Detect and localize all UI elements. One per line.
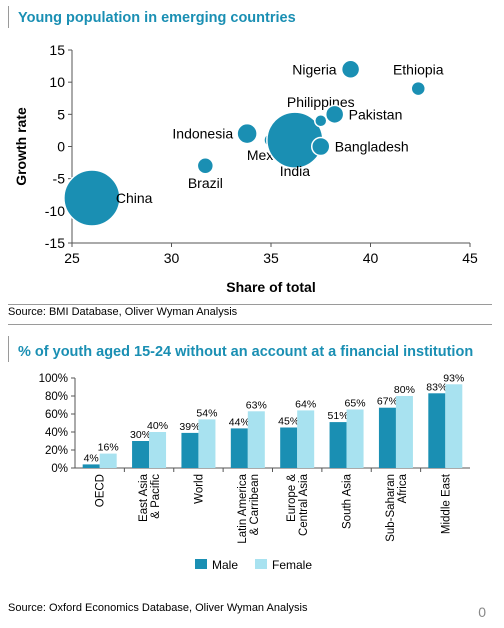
category-label-europe-central-asia: Europe & [286,474,298,522]
bubble-ethiopia [410,80,427,97]
category-label-east-asia-pacific: East Asia [138,473,150,522]
bar-value-label: 40% [147,420,168,432]
chart2-top-rule [8,324,492,325]
y-axis-title: Growth rate [13,107,29,186]
bubble-bangladesh [311,136,331,157]
chart1-source-rule [8,304,492,305]
bar-female-world [198,419,216,468]
category-label-sub-saharan-africa: Sub-Saharan [385,474,397,542]
x-tick-label: 25 [64,250,80,266]
bubble-label-ethiopia: Ethiopia [393,62,444,78]
chart2-title: % of youth aged 15-24 without an account… [18,344,474,360]
bar-female-sub-saharan-africa [395,396,413,468]
x-tick-label: 45 [462,250,478,266]
bar-male-oecd [82,464,100,468]
bar-value-label: 93% [443,372,464,384]
legend-swatch-male [195,559,207,569]
y-tick-label: 100% [39,373,68,385]
x-tick-label: 40 [363,250,379,266]
y-tick-label: -5 [53,171,66,187]
category-label-latin-america-carribean: Latin America [237,473,249,543]
bar-value-label: 67% [377,396,398,408]
category-label-middle-east: Middle East [440,473,452,534]
y-tick-label: 60% [45,409,68,421]
bar-value-label: 80% [394,384,415,396]
x-tick-label: 35 [263,250,279,266]
y-tick-label: -15 [45,235,65,251]
category-label-latin-america-carribean: & Carribean [249,474,261,535]
bar-female-europe-central-asia [297,410,315,468]
bubble-label-pakistan: Pakistan [349,106,403,122]
bar-male-east-asia-pacific [132,441,150,468]
chart2-source: Source: Oxford Economics Database, Olive… [8,602,308,614]
chart1-source: Source: BMI Database, Oliver Wyman Analy… [8,306,238,318]
bar-value-label: 30% [130,429,151,441]
bar-female-middle-east [445,384,463,468]
bar-value-label: 65% [345,398,366,410]
bar-male-latin-america-carribean [230,428,248,468]
legend-swatch-female [255,559,267,569]
bubble-label-brazil: Brazil [188,175,223,191]
chart1-accent-bar [8,6,9,28]
y-tick-label: 0 [57,139,65,155]
category-label-east-asia-pacific: & Pacific [150,474,162,519]
bar-male-sub-saharan-africa [378,407,396,468]
bubble-label-philippines: Philippines [287,94,355,110]
category-label-world: World [193,474,205,504]
y-tick-label: -10 [45,203,65,219]
bar-value-label: 54% [196,407,217,419]
bubble-philippines [314,114,328,128]
bubble-label-india: India [280,163,311,179]
category-label-south-asia: South Asia [342,473,354,529]
bar-value-label: 51% [328,410,349,422]
chart2-accent-bar [8,336,9,362]
category-label-sub-saharan-africa: Africa [397,473,409,503]
x-tick-label: 30 [164,250,180,266]
bubble-china [63,169,121,227]
chart1-title: Young population in emerging countries [18,10,296,26]
bar-male-middle-east [428,393,446,468]
bar-value-label: 4% [84,452,99,464]
bar-value-label: 83% [426,381,447,393]
bar-female-east-asia-pacific [149,432,167,468]
y-tick-label: 15 [49,42,65,58]
bubble-label-bangladesh: Bangladesh [335,139,409,155]
category-label-oecd: OECD [95,474,107,507]
bubble-label-indonesia: Indonesia [172,126,233,142]
y-tick-label: 10 [49,74,65,90]
legend-label-male: Male [212,558,238,572]
bubble-brazil [196,157,215,175]
bar-value-label: 16% [98,442,119,454]
legend-label-female: Female [272,558,312,572]
bar-value-label: 39% [179,421,200,433]
bubble-indonesia [236,122,258,145]
category-label-europe-central-asia: Central Asia [298,473,310,536]
bar-male-europe-central-asia [280,427,298,468]
bar-female-south-asia [346,409,364,468]
bubble-label-china: China [116,190,153,206]
y-tick-label: 20% [45,445,68,457]
bar-female-oecd [99,453,117,468]
bar-male-south-asia [329,422,347,468]
bubble-pakistan [324,104,345,125]
bar-female-latin-america-carribean [247,411,265,468]
bar-value-label: 44% [229,416,250,428]
y-tick-label: 0% [51,463,68,475]
bar-value-label: 64% [295,398,316,410]
y-tick-label: 80% [45,391,68,403]
page-number: 0 [478,604,486,620]
bar-value-label: 45% [278,416,299,428]
y-tick-label: 40% [45,427,68,439]
y-tick-label: 5 [57,106,65,122]
bubble-nigeria [340,59,361,80]
bar-value-label: 63% [246,399,267,411]
bubble-label-nigeria: Nigeria [292,61,337,77]
bar-male-world [181,432,199,468]
x-axis-title: Share of total [226,279,315,295]
